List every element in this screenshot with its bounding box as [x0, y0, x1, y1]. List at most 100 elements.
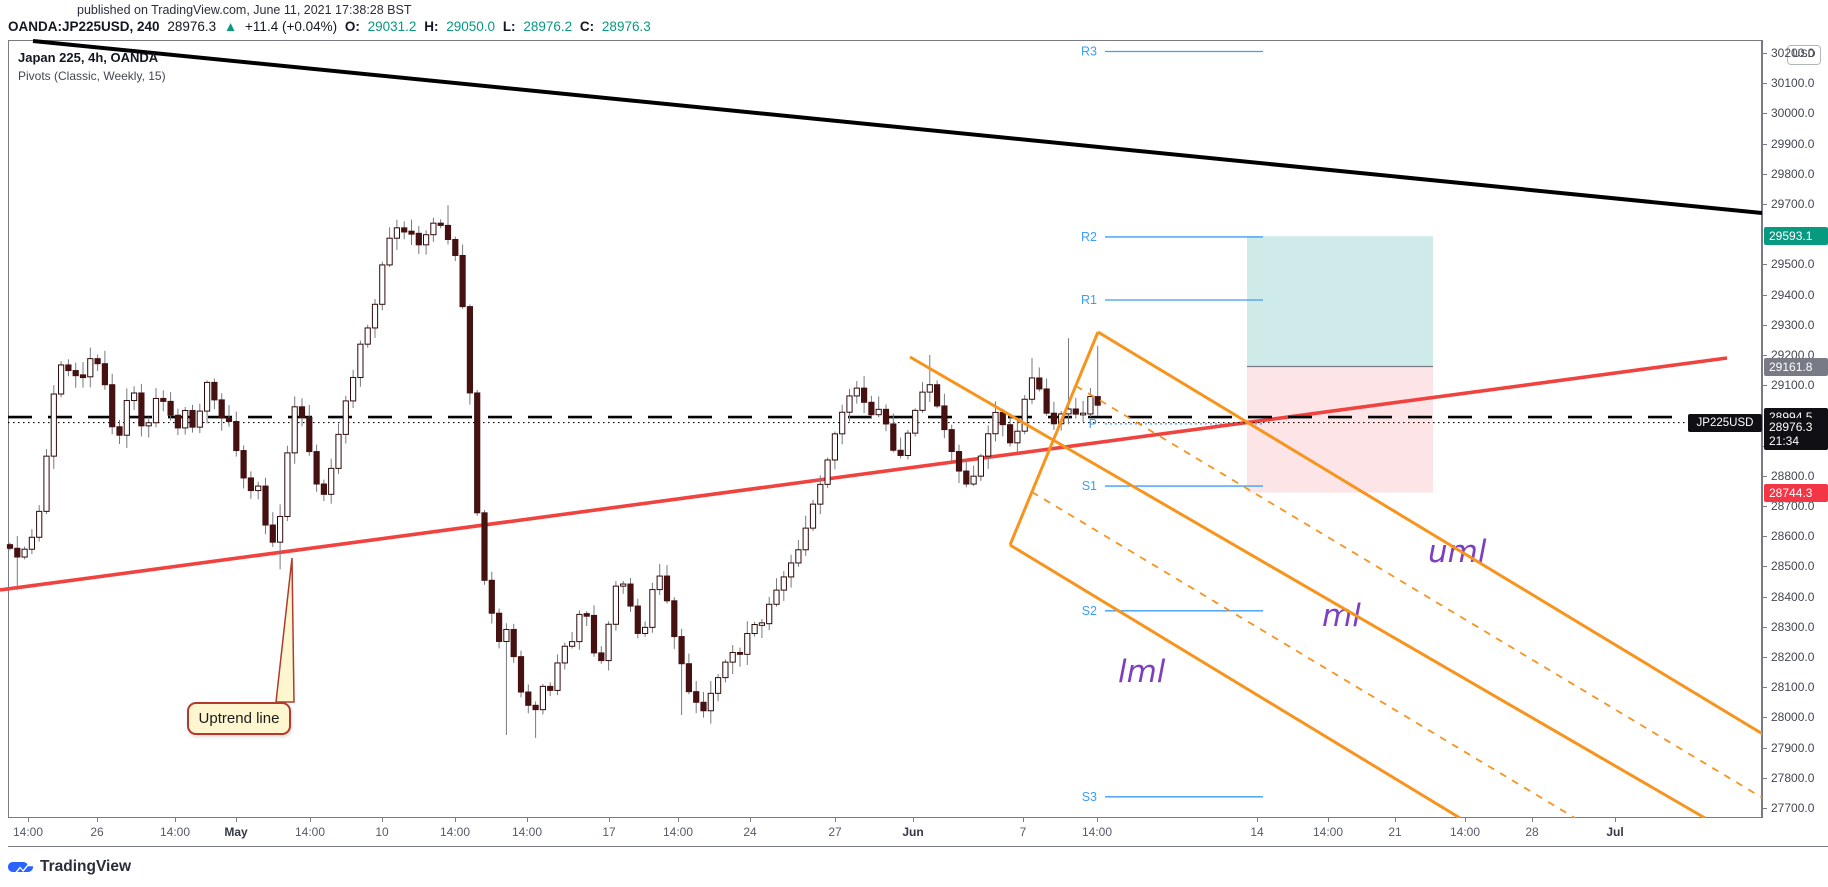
candle-body — [897, 449, 904, 456]
pivot-label-R1: R1 — [1081, 293, 1097, 307]
candle-body — [452, 239, 459, 256]
price-tick-label: 28400.0 — [1771, 589, 1815, 604]
candle-body — [817, 483, 824, 505]
candle-body — [547, 685, 554, 691]
profit-zone-box[interactable] — [1247, 236, 1433, 367]
time-tick-mark — [1615, 818, 1616, 822]
candle-body — [722, 661, 729, 679]
candle-body — [444, 224, 452, 241]
time-tick-mark — [1328, 818, 1329, 822]
time-tick-mark — [1257, 818, 1258, 822]
pitchfork-ml[interactable] — [909, 355, 1706, 820]
price-tick-label: 30000.0 — [1771, 106, 1815, 121]
candle-body — [379, 264, 386, 305]
candle-body — [875, 408, 882, 416]
price-tick-label: 27800.0 — [1771, 770, 1815, 785]
candle-body — [255, 485, 262, 492]
candle-body — [802, 527, 809, 551]
close-label: C: — [579, 19, 595, 34]
time-tick-label: 24 — [743, 825, 757, 839]
price-tick-label: 29100.0 — [1771, 378, 1815, 393]
candle-body — [598, 652, 605, 662]
symbol-name[interactable]: OANDA:JP225USD, 240 — [8, 19, 160, 34]
time-tick-label: 14:00 — [294, 825, 326, 839]
time-tick-label: 14:00 — [159, 825, 191, 839]
price-tick-mark — [1763, 294, 1767, 296]
low-label: L: — [502, 19, 516, 34]
candle-body — [955, 451, 963, 472]
candle-body — [174, 414, 182, 429]
candle-body — [152, 397, 160, 424]
pivot-label-R2: R2 — [1081, 230, 1097, 244]
legend-symbol[interactable]: Japan 225, 4h, OANDA — [18, 50, 159, 65]
candle-body — [437, 222, 444, 226]
currency-toggle-button[interactable]: USD — [1787, 45, 1821, 65]
downtrend-line[interactable] — [32, 39, 1763, 215]
candle-body — [277, 515, 284, 543]
candle-body — [1007, 424, 1014, 444]
time-tick-label: 14:00 — [12, 825, 44, 839]
pitchfork-uml[interactable] — [1097, 330, 1767, 738]
price-tick-label: 29300.0 — [1771, 317, 1815, 332]
pivot-label-R3: R3 — [1081, 44, 1097, 58]
open-value: 29031.2 — [367, 19, 417, 34]
time-tick-mark — [1532, 818, 1533, 822]
time-tick-label: 14:00 — [439, 825, 471, 839]
time-tick-mark — [455, 818, 456, 822]
uptrend-line-callout[interactable]: Uptrend line — [187, 702, 291, 735]
candle-body — [247, 477, 255, 492]
candle-body — [999, 411, 1006, 426]
price-axis[interactable]: USD 30200.0 30100.0 30000.0 29900.0 29800.0 2… — [1762, 40, 1828, 818]
tradingview-logo[interactable]: TradingView — [8, 858, 131, 876]
uptrend-line[interactable] — [0, 356, 1728, 592]
candle-body — [780, 576, 787, 591]
callout-pointer — [275, 557, 295, 703]
price-tick-label: 28700.0 — [1771, 499, 1815, 513]
time-tick-label: Jun — [902, 825, 924, 839]
candle-body — [992, 411, 999, 435]
candle-body — [328, 467, 335, 495]
candle-body — [861, 387, 868, 403]
pivot-label-P: P — [1089, 417, 1097, 431]
candle-body — [554, 662, 561, 691]
legend-indicator[interactable]: Pivots (Classic, Weekly, 15) — [18, 69, 166, 83]
candle-body — [87, 358, 94, 378]
candle-body — [218, 399, 225, 419]
candle-body — [532, 704, 539, 711]
chart-legend[interactable]: Japan 225, 4h, OANDA Pivots (Classic, We… — [18, 48, 166, 86]
time-tick-mark — [913, 818, 914, 822]
pivot-label-S1: S1 — [1082, 479, 1097, 493]
time-axis[interactable]: 14:00 26 14:00 May 14:00 10 14:00 14:00 17 14:00 2… — [8, 818, 1828, 847]
time-tick-label: 14:00 — [1312, 825, 1344, 839]
candle-body — [145, 422, 152, 427]
price-tick-label: 28100.0 — [1771, 680, 1815, 695]
candle-body — [795, 549, 802, 564]
candle-body — [466, 306, 473, 394]
pitchfork-base[interactable] — [1008, 331, 1100, 546]
price-tick-label: 30200.0 — [1771, 46, 1815, 60]
candle-body — [225, 417, 233, 422]
open-label: O: — [344, 19, 360, 34]
time-tick-label: 7 — [1019, 825, 1027, 839]
candle-body — [751, 624, 758, 635]
pitchfork-lml[interactable] — [1009, 543, 1461, 820]
price-tick-mark — [1763, 173, 1767, 175]
candle-body — [488, 579, 495, 614]
candle-body — [101, 363, 109, 386]
candle-body — [948, 429, 955, 453]
risk-zone-box[interactable] — [1247, 366, 1433, 493]
candle-body — [678, 636, 685, 665]
time-tick-mark — [750, 818, 751, 822]
candle-body — [401, 227, 408, 233]
candle-body — [167, 400, 174, 416]
candle-body — [36, 510, 43, 538]
price-tick-label: 28300.0 — [1771, 619, 1815, 634]
candle-body — [386, 237, 393, 266]
pitchfork-midline-1[interactable] — [1031, 491, 1576, 819]
candle-body — [846, 395, 853, 413]
candle-body — [72, 370, 79, 377]
candle-body — [904, 432, 911, 456]
candle-body — [131, 392, 138, 402]
ohlc-header[interactable]: OANDA:JP225USD, 240 28976.3 ▲ +11.4 (+0.… — [8, 19, 655, 34]
